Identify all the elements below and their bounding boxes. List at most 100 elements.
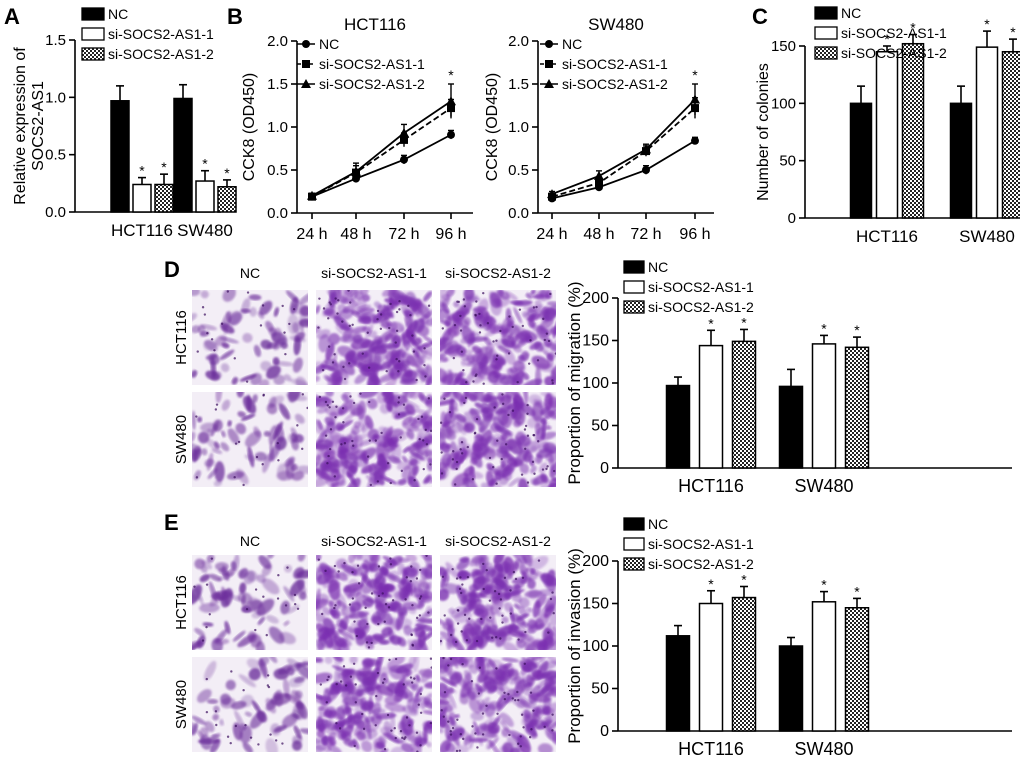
chart-a-expression: 0.0 0.5 1.0 1.5 Relative expression of SOCS2-… [12,6,237,240]
cell [242,396,257,414]
x-tick-label: HCT116 [678,739,744,759]
cell [236,392,244,398]
cell [406,428,415,440]
cell-layer [192,392,308,487]
cell [220,588,234,608]
cell [213,480,223,487]
cell [360,563,368,569]
cell [501,657,520,663]
cell [351,359,368,371]
legend-swatch [814,46,838,60]
pore [242,483,245,487]
chart-b-hct116-cck8: HCT116 0.0 0.5 1.0 1.5 2.0 CCK8 (OD450) 24 h 48 … [241,15,473,243]
pore [493,406,496,409]
bar-si-socs2-as1-2 [1001,50,1020,219]
pore [376,318,379,321]
cell [380,726,394,736]
cell [517,355,526,361]
cell [530,706,546,724]
pore [452,356,456,360]
cell-layer [316,555,432,650]
pore [281,742,284,745]
cell [316,718,323,729]
cell [323,626,338,639]
panel-label-d: D [164,257,180,282]
pore [475,639,479,643]
pore [509,589,512,592]
pore [517,742,520,745]
pore [507,692,510,696]
pore [441,575,445,578]
pore [520,713,524,716]
pore [342,365,345,369]
cell [539,328,549,338]
pore [352,444,355,447]
cell [207,468,218,480]
cell [474,434,485,441]
legend-label: NC [319,36,339,52]
cell [495,677,504,692]
pore [400,469,404,473]
marker-triangle [594,171,604,181]
pore [340,443,343,446]
pore [475,300,478,303]
cell [297,555,306,562]
cell [341,735,350,745]
cell [286,667,295,676]
cell [381,290,399,297]
cell [254,451,267,462]
pore [206,332,209,335]
cell [360,462,380,474]
pore [394,657,398,661]
legend-label: si-SOCS2-AS1-1 [648,536,754,552]
cell [289,378,308,385]
pore [261,463,264,466]
cell [459,392,470,407]
legend-swatch [623,260,645,274]
cell [450,718,458,730]
pore [237,440,241,444]
pore [551,591,554,594]
pore [333,353,336,356]
pore [531,460,535,464]
cell [192,722,199,736]
pore [499,329,502,333]
cell [423,335,432,344]
marker-triangle [547,189,557,199]
cell [422,710,432,716]
cell [460,332,481,344]
cell [519,463,530,475]
marker-circle [302,40,310,48]
cell [328,735,337,747]
cell [400,359,411,368]
cell [503,591,511,600]
cell [337,303,347,313]
pore [266,674,270,677]
pore [366,331,369,334]
micrograph-image [192,657,308,752]
pore [453,323,457,327]
pore [440,451,443,454]
legend-swatch [623,557,645,571]
pore [422,439,425,442]
pore [257,743,260,746]
micrograph-column-label: si-SOCS2-AS1-2 [445,533,551,549]
cell [468,697,482,714]
cell [232,630,246,642]
legend-label: NC [562,36,582,52]
pore [417,417,420,421]
cell [384,702,406,713]
cell [273,725,288,733]
y-tick-label: 150 [582,333,609,350]
y-axis-label: Proportion of invasion (%) [565,548,584,744]
cell [495,405,512,415]
cell [384,333,394,341]
pore [476,746,479,749]
pore [329,303,333,306]
x-tick-label: SW480 [959,227,1015,246]
cell [542,350,555,361]
cell [494,686,512,701]
cell [219,718,224,726]
pore [442,657,445,660]
